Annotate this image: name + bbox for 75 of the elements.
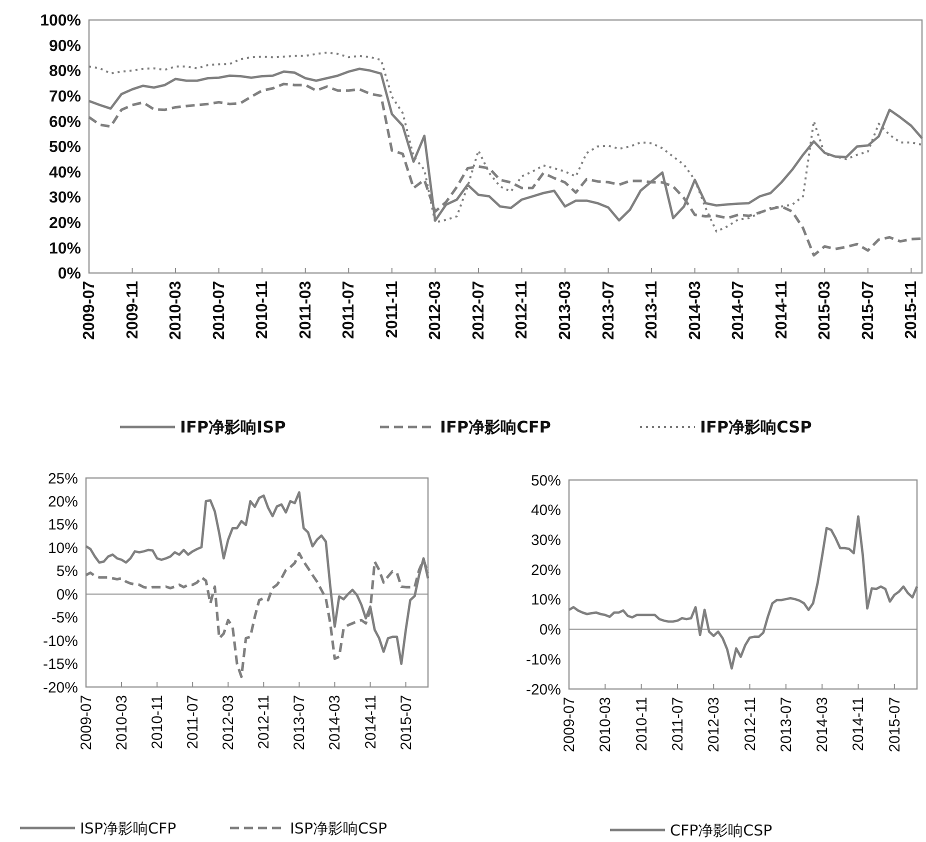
y-tick-label: -5% (51, 610, 78, 627)
y-tick-label: 25% (48, 470, 78, 488)
y-tick-label: 80% (48, 63, 81, 80)
y-tick-label: 70% (48, 88, 81, 106)
x-tick-label: 2011-07 (669, 697, 686, 751)
x-tick-label: 2009-07 (561, 697, 578, 752)
y-tick-label: 40% (48, 164, 81, 182)
x-tick-label: 2015-03 (816, 280, 834, 340)
y-tick-label: -20% (526, 681, 561, 698)
legend-label: CFP净影响CSP (670, 821, 772, 840)
y-tick-label: 15% (48, 516, 78, 534)
x-tick-label: 2015-07 (886, 697, 904, 752)
x-tick-label: 2013-07 (778, 697, 795, 752)
y-tick-label: 20% (48, 493, 78, 510)
y-tick-label: 40% (530, 502, 561, 520)
x-tick-label: 2012-07 (470, 280, 488, 340)
y-tick-label: 20% (48, 215, 81, 232)
y-tick-label: 20% (530, 562, 561, 579)
x-tick-label: 2012-03 (427, 280, 444, 340)
y-tick-label: 0% (539, 622, 561, 639)
y-tick-label: 30% (48, 190, 81, 207)
x-tick-label: 2011-11 (384, 280, 401, 338)
x-tick-label: 2011-07 (184, 695, 202, 749)
x-tick-label: 2012-11 (256, 695, 273, 749)
legend-label: ISP净影响CFP (80, 819, 176, 838)
x-tick-label: 2014-03 (814, 697, 832, 752)
x-tick-label: 2013-07 (600, 280, 618, 340)
x-tick-label: 2012-03 (220, 695, 238, 750)
x-tick-label: 2013-03 (557, 280, 574, 340)
x-tick-label: 2009-07 (81, 280, 98, 340)
y-tick-label: -20% (42, 679, 78, 696)
y-tick-label: 0% (56, 586, 78, 604)
y-tick-label: -10% (42, 632, 78, 650)
y-tick-label: 100% (40, 12, 81, 30)
x-tick-label: 2010-07 (210, 280, 228, 340)
legend-label: IFP净影响ISP (180, 418, 286, 437)
x-tick-label: 2010-03 (597, 697, 614, 752)
y-tick-label: 0% (58, 266, 81, 283)
x-tick-label: 2013-07 (291, 695, 308, 750)
legend-label: IFP净影响CSP (700, 418, 812, 437)
x-tick-label: 2011-03 (297, 280, 314, 339)
y-tick-label: 30% (530, 532, 561, 549)
x-tick-label: 2014-11 (773, 280, 790, 339)
x-tick-label: 2014-11 (850, 697, 868, 751)
x-tick-label: 2011-07 (340, 280, 358, 339)
legend-label: ISP净影响CSP (290, 819, 388, 838)
x-tick-label: 2010-03 (114, 695, 131, 750)
y-tick-label: 10% (530, 592, 561, 609)
x-tick-label: 2013-11 (644, 280, 661, 339)
legend-label: IFP净影响CFP (440, 418, 552, 437)
x-tick-label: 2010-11 (149, 695, 166, 749)
x-tick-label: 2012-11 (742, 697, 759, 751)
y-tick-label: 10% (48, 540, 78, 557)
x-tick-label: 2010-11 (633, 697, 650, 751)
y-tick-label: 50% (530, 472, 561, 490)
y-tick-label: 5% (56, 563, 78, 580)
x-tick-label: 2014-03 (686, 280, 704, 340)
y-tick-label: -15% (42, 656, 78, 674)
y-tick-label: 50% (48, 139, 81, 156)
x-tick-label: 2010-11 (254, 280, 272, 339)
x-tick-label: 2009-11 (124, 280, 142, 339)
x-tick-label: 2012-03 (706, 697, 723, 752)
y-tick-label: -10% (526, 651, 561, 668)
x-tick-label: 2010-03 (168, 280, 185, 340)
x-tick-label: 2015-07 (860, 280, 877, 340)
x-tick-label: 2015-07 (398, 695, 415, 750)
x-tick-label: 2009-07 (78, 695, 95, 750)
x-tick-label: 2014-03 (326, 695, 344, 750)
x-tick-label: 2015-11 (903, 280, 920, 339)
y-tick-label: 10% (48, 240, 81, 258)
y-tick-label: 60% (48, 114, 81, 131)
x-tick-label: 2014-11 (362, 695, 380, 749)
x-tick-label: 2012-11 (514, 280, 531, 339)
y-tick-label: 90% (48, 38, 81, 55)
x-tick-label: 2014-07 (730, 280, 748, 340)
